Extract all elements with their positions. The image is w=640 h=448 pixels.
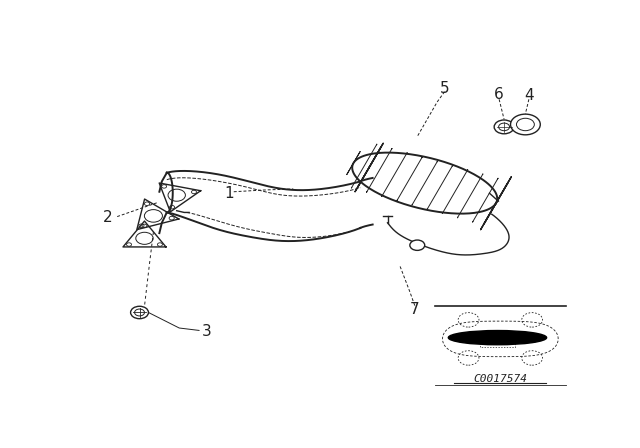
- Circle shape: [410, 240, 425, 250]
- Ellipse shape: [448, 331, 547, 345]
- Text: C0017574: C0017574: [474, 374, 527, 384]
- Circle shape: [494, 120, 514, 134]
- Text: 7: 7: [410, 302, 420, 317]
- Text: 1: 1: [224, 186, 234, 201]
- Text: 3: 3: [202, 324, 211, 339]
- Text: 2: 2: [102, 210, 112, 225]
- Text: 4: 4: [524, 88, 534, 103]
- Text: 5: 5: [440, 81, 449, 96]
- Text: 6: 6: [494, 87, 504, 102]
- Circle shape: [131, 306, 148, 319]
- Circle shape: [511, 114, 540, 135]
